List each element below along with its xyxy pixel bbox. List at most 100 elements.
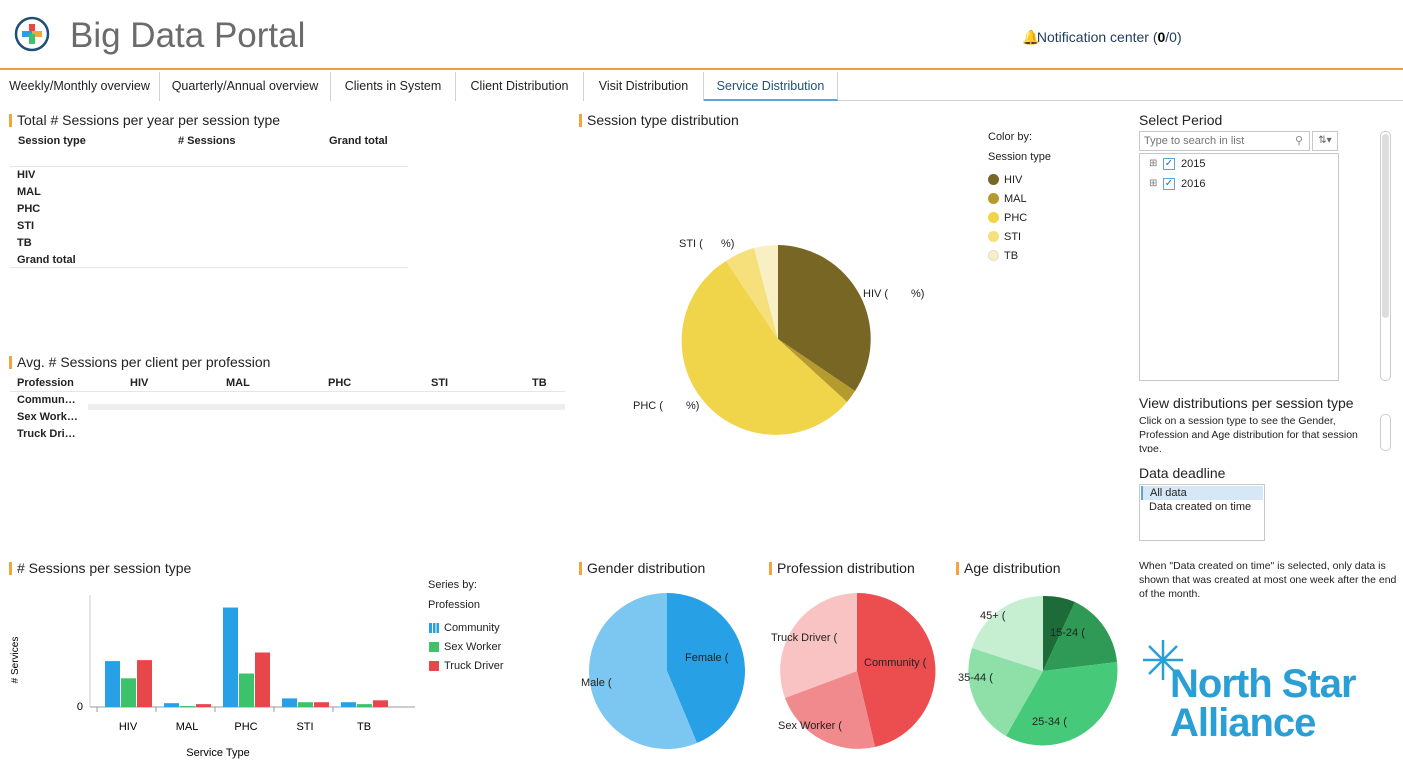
brand-line-1: North Star [1170,662,1357,706]
bar-hiv-community[interactable] [105,661,120,707]
scrollbar[interactable] [1380,131,1391,381]
table-row[interactable]: Grand total [17,254,76,266]
profession-label-truck-driver: Truck Driver ( [771,632,838,644]
legend-swatch [429,661,439,671]
pie-slice-truck-driver[interactable] [780,593,857,698]
bar-sti-sex-worker[interactable] [298,702,313,707]
pie-slice-45-plus[interactable] [972,596,1043,671]
table-divider [10,267,408,268]
view-dist-text: Click on a session type to see the Gende… [1139,415,1358,452]
period-item-2016[interactable]: 2016 [1181,178,1206,190]
x-tick-label: HIV [119,721,138,733]
tab-quarterly-annual[interactable]: Quarterly/Annual overview [160,72,331,101]
pie-slice-0-14[interactable] [1043,595,1075,671]
period-search-box[interactable]: ⚲ [1139,131,1310,151]
bar-tb-truck-driver[interactable] [373,700,388,707]
bar-hiv-sex-worker[interactable] [121,678,136,707]
legend-swatch [988,250,999,261]
bar-mal-sex-worker[interactable] [180,706,195,707]
bar-phc-truck-driver[interactable] [255,652,270,707]
legend-swatch [429,642,439,652]
pie-slice-phc[interactable] [681,261,847,435]
period-list [1139,153,1339,381]
pie-slice-sex-worker[interactable] [785,671,875,749]
deadline-option-all[interactable]: All data [1141,486,1263,500]
table-row[interactable]: MAL [17,186,41,198]
col-mal: MAL [226,377,250,389]
avg-table-title: Avg. # Sessions per client per professio… [9,354,270,370]
scrollbar-thumb[interactable] [1382,134,1389,318]
view-dist-title: View distributions per session type [1139,395,1354,411]
age-label-45-plus: 45+ ( [980,610,1006,622]
period-search-input[interactable] [1144,134,1294,148]
legend-item-truck-driver[interactable]: Truck Driver [444,660,504,672]
profession-label-sex-worker: Sex Worker ( [778,720,842,732]
table-row[interactable]: Commun… [17,394,76,406]
pie-slice-25-34[interactable] [1006,662,1118,746]
bar-mal-truck-driver[interactable] [196,704,211,707]
color-by-label: Color by: [988,131,1033,143]
bar-tb-community[interactable] [341,702,356,707]
tab-visit-distribution[interactable]: Visit Distribution [584,72,704,101]
table-row[interactable]: PHC [17,203,41,215]
col-tb: TB [532,377,547,389]
period-item-2015[interactable]: 2015 [1181,158,1206,170]
table-row[interactable]: HIV [17,169,36,181]
bell-icon: 🔔 [1022,29,1040,45]
age-label-35-44: 35-44 ( [958,672,993,684]
table-divider [10,391,565,392]
legend-item-hiv[interactable]: HIV [1004,174,1023,186]
bar-phc-community[interactable] [223,607,238,707]
bar-phc-sex-worker[interactable] [239,673,254,707]
legend-item-tb[interactable]: TB [1004,250,1019,262]
age-label-25-34: 25-34 ( [1032,716,1067,728]
series-by-label: Series by: [428,579,477,591]
bar-sti-truck-driver[interactable] [314,702,329,707]
legend-item-sex-worker[interactable]: Sex Worker [444,641,502,653]
notification-center[interactable]: 🔔 Notification center (0/0) [1022,29,1182,46]
table-row[interactable]: TB [17,237,32,249]
tab-service-distribution[interactable]: Service Distribution [704,72,838,101]
checkbox-2016[interactable]: ✓ [1163,178,1175,190]
pie-slice-hiv[interactable] [778,245,871,391]
legend-item-mal[interactable]: MAL [1004,193,1027,205]
brand-line-2: Alliance [1170,701,1316,745]
profession-pie-title: Profession distribution [769,560,915,576]
table-divider [10,166,408,167]
tab-client-distribution[interactable]: Client Distribution [456,72,584,101]
tab-clients-in-system[interactable]: Clients in System [331,72,456,101]
legend-item-sti[interactable]: STI [1004,231,1022,243]
legend-item-community[interactable]: Community [444,622,500,634]
pie-slice-15-24[interactable] [1043,602,1117,671]
row-highlight [88,404,565,410]
age-pie-chart [968,595,1118,746]
expand-icon[interactable]: ⊞ [1149,158,1158,169]
tab-weekly-monthly[interactable]: Weekly/Monthly overview [0,72,160,101]
sessions-table-title: Total # Sessions per year per session ty… [9,112,280,128]
bar-sti-community[interactable] [282,698,297,707]
pie-slice-sti[interactable] [726,248,778,339]
table-row[interactable]: Truck Dri… [17,428,76,440]
pie-slice-female[interactable] [667,593,745,743]
pie-slice-tb[interactable] [754,244,778,339]
scrollbar[interactable] [1380,414,1391,451]
checkbox-2015[interactable]: ✓ [1163,158,1175,170]
sort-dropdown-icon[interactable]: ⇅▾ [1312,131,1338,151]
expand-icon[interactable]: ⊞ [1149,178,1158,189]
bar-mal-community[interactable] [164,703,179,707]
pie-label-sti: STI ( [679,238,703,250]
pie-slice-male[interactable] [589,593,697,749]
series-by-field[interactable]: Profession [428,599,480,611]
profession-label-community: Community ( [864,657,927,669]
pie-slice-35-44[interactable] [968,648,1043,736]
legend-swatch [429,623,439,633]
bar-hiv-truck-driver[interactable] [137,660,152,707]
legend-item-phc[interactable]: PHC [1004,212,1028,224]
bar-tb-sex-worker[interactable] [357,704,372,707]
pie-slice-community[interactable] [857,592,936,747]
color-by-field[interactable]: Session type [988,151,1051,163]
pie-slice-mal[interactable] [778,339,855,402]
table-row[interactable]: STI [17,220,35,232]
deadline-option-ontime[interactable]: Data created on time [1149,501,1252,513]
table-row[interactable]: Sex Work… [17,411,78,423]
